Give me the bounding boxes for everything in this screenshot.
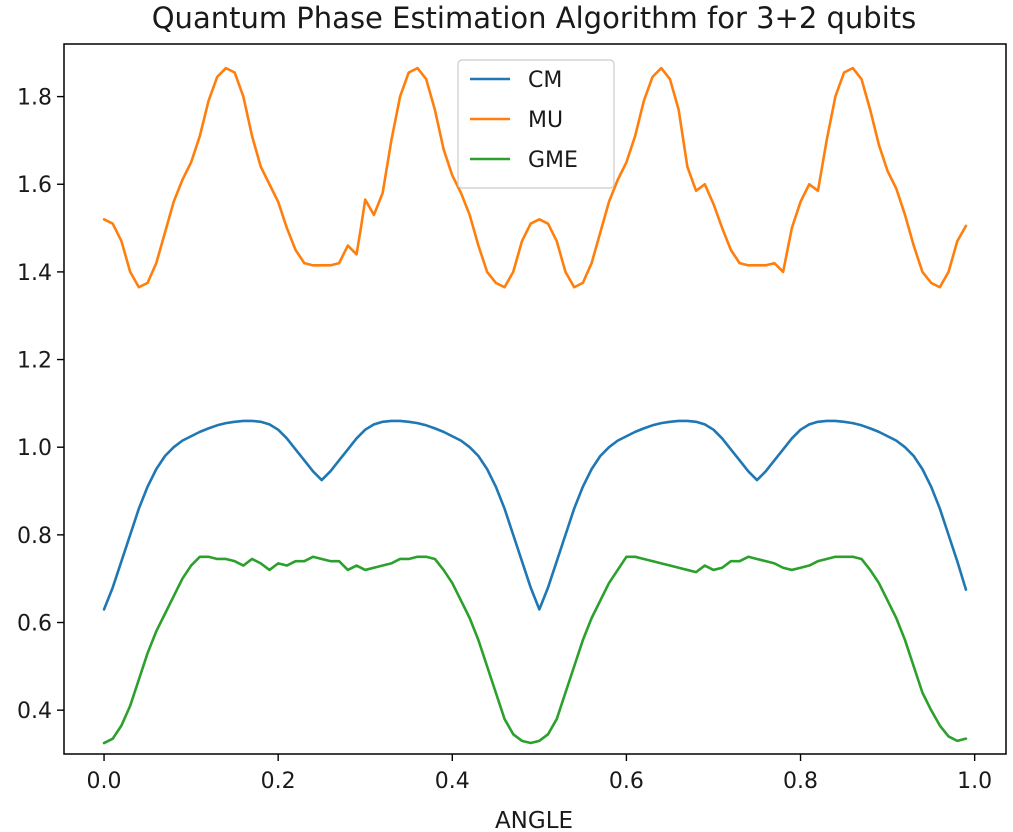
x-tick-label: 1.0	[957, 769, 992, 794]
y-tick-label: 0.6	[17, 612, 52, 637]
x-tick-label: 0.2	[261, 769, 296, 794]
legend-label-gme: GME	[528, 148, 578, 173]
y-axis: 0.4 0.6 0.8 1.0 1.2 1.4 1.6 1.8	[17, 86, 64, 724]
series-layer	[102, 66, 968, 745]
series-line-mu	[102, 66, 968, 289]
series-line-gme	[102, 555, 968, 745]
y-tick-label: 1.2	[17, 349, 52, 374]
y-tick-label: 1.4	[17, 261, 52, 286]
x-tick-label: 0.8	[783, 769, 818, 794]
x-tick-label: 0.0	[87, 769, 122, 794]
y-tick-label: 0.4	[17, 699, 52, 724]
plot-frame	[63, 43, 1007, 755]
legend-box	[457, 59, 615, 189]
y-tick-label: 1.0	[17, 436, 52, 461]
y-tick-label: 1.6	[17, 173, 52, 198]
legend: CM MU GME	[457, 59, 615, 189]
x-axis: 0.0 0.2 0.4 0.6 0.8 1.0	[87, 754, 992, 794]
legend-label-cm: CM	[528, 68, 562, 93]
y-tick-label: 1.8	[17, 86, 52, 111]
legend-label-mu: MU	[528, 108, 563, 133]
x-tick-label: 0.6	[609, 769, 644, 794]
x-axis-label: ANGLE	[495, 808, 573, 832]
series-line-cm	[102, 419, 968, 611]
x-tick-label: 0.4	[435, 769, 470, 794]
y-tick-label: 0.8	[17, 524, 52, 549]
chart-title: Quantum Phase Estimation Algorithm for 3…	[152, 1, 917, 35]
